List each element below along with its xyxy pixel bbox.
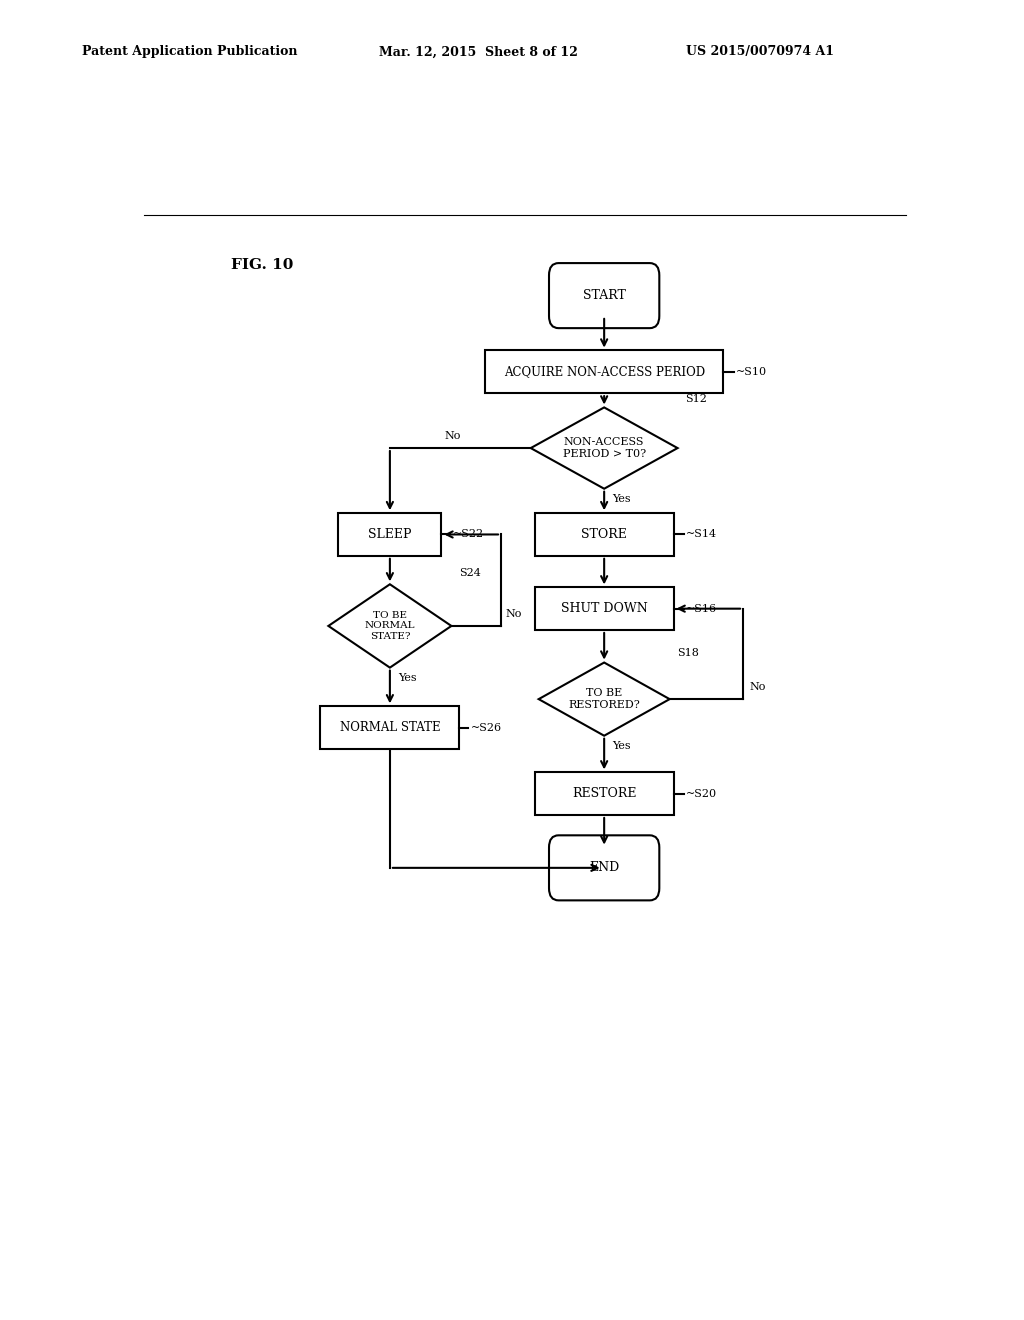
Text: Yes: Yes — [397, 673, 417, 682]
Text: ACQUIRE NON-ACCESS PERIOD: ACQUIRE NON-ACCESS PERIOD — [504, 366, 705, 379]
Text: NON-ACCESS
PERIOD > T0?: NON-ACCESS PERIOD > T0? — [562, 437, 646, 459]
Polygon shape — [530, 408, 678, 488]
Text: ~S14: ~S14 — [686, 529, 718, 540]
Text: No: No — [506, 609, 522, 619]
Text: No: No — [444, 430, 461, 441]
Bar — [338, 513, 441, 556]
Text: NORMAL STATE: NORMAL STATE — [340, 721, 440, 734]
Text: TO BE
NORMAL
STATE?: TO BE NORMAL STATE? — [365, 611, 415, 640]
Text: START: START — [583, 289, 626, 302]
Text: S24: S24 — [460, 568, 481, 578]
Text: Yes: Yes — [612, 741, 631, 751]
Text: S18: S18 — [678, 648, 699, 659]
Text: ~S20: ~S20 — [686, 788, 718, 799]
Text: RESTORE: RESTORE — [572, 787, 636, 800]
Text: US 2015/0070974 A1: US 2015/0070974 A1 — [686, 45, 835, 58]
Text: Patent Application Publication: Patent Application Publication — [82, 45, 297, 58]
Text: Yes: Yes — [612, 494, 631, 504]
Bar — [321, 706, 460, 748]
Text: STORE: STORE — [582, 528, 627, 541]
Text: ~S16: ~S16 — [686, 603, 718, 614]
Bar — [485, 351, 723, 393]
Text: No: No — [750, 682, 766, 692]
Bar — [535, 587, 674, 630]
Text: TO BE
RESTORED?: TO BE RESTORED? — [568, 688, 640, 710]
Polygon shape — [539, 663, 670, 735]
Text: S12: S12 — [685, 395, 708, 404]
FancyBboxPatch shape — [549, 836, 659, 900]
Text: ~S26: ~S26 — [470, 722, 502, 733]
Text: FIG. 10: FIG. 10 — [231, 259, 294, 272]
Text: SHUT DOWN: SHUT DOWN — [561, 602, 647, 615]
Text: Mar. 12, 2015  Sheet 8 of 12: Mar. 12, 2015 Sheet 8 of 12 — [379, 45, 578, 58]
Polygon shape — [329, 585, 452, 668]
FancyBboxPatch shape — [549, 263, 659, 329]
Text: SLEEP: SLEEP — [369, 528, 412, 541]
Bar — [535, 513, 674, 556]
Text: ~S22: ~S22 — [453, 529, 483, 540]
Text: END: END — [589, 862, 620, 874]
Bar — [535, 772, 674, 814]
Text: ~S10: ~S10 — [736, 367, 767, 376]
